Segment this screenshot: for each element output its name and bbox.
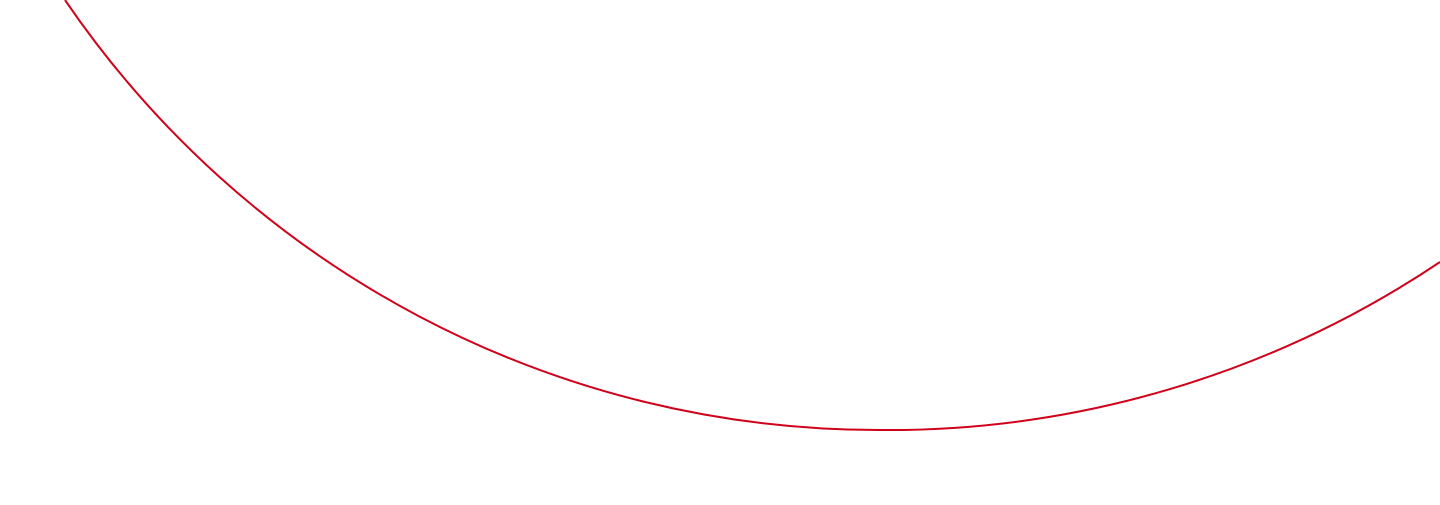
decorative-curve [64,0,1440,432]
